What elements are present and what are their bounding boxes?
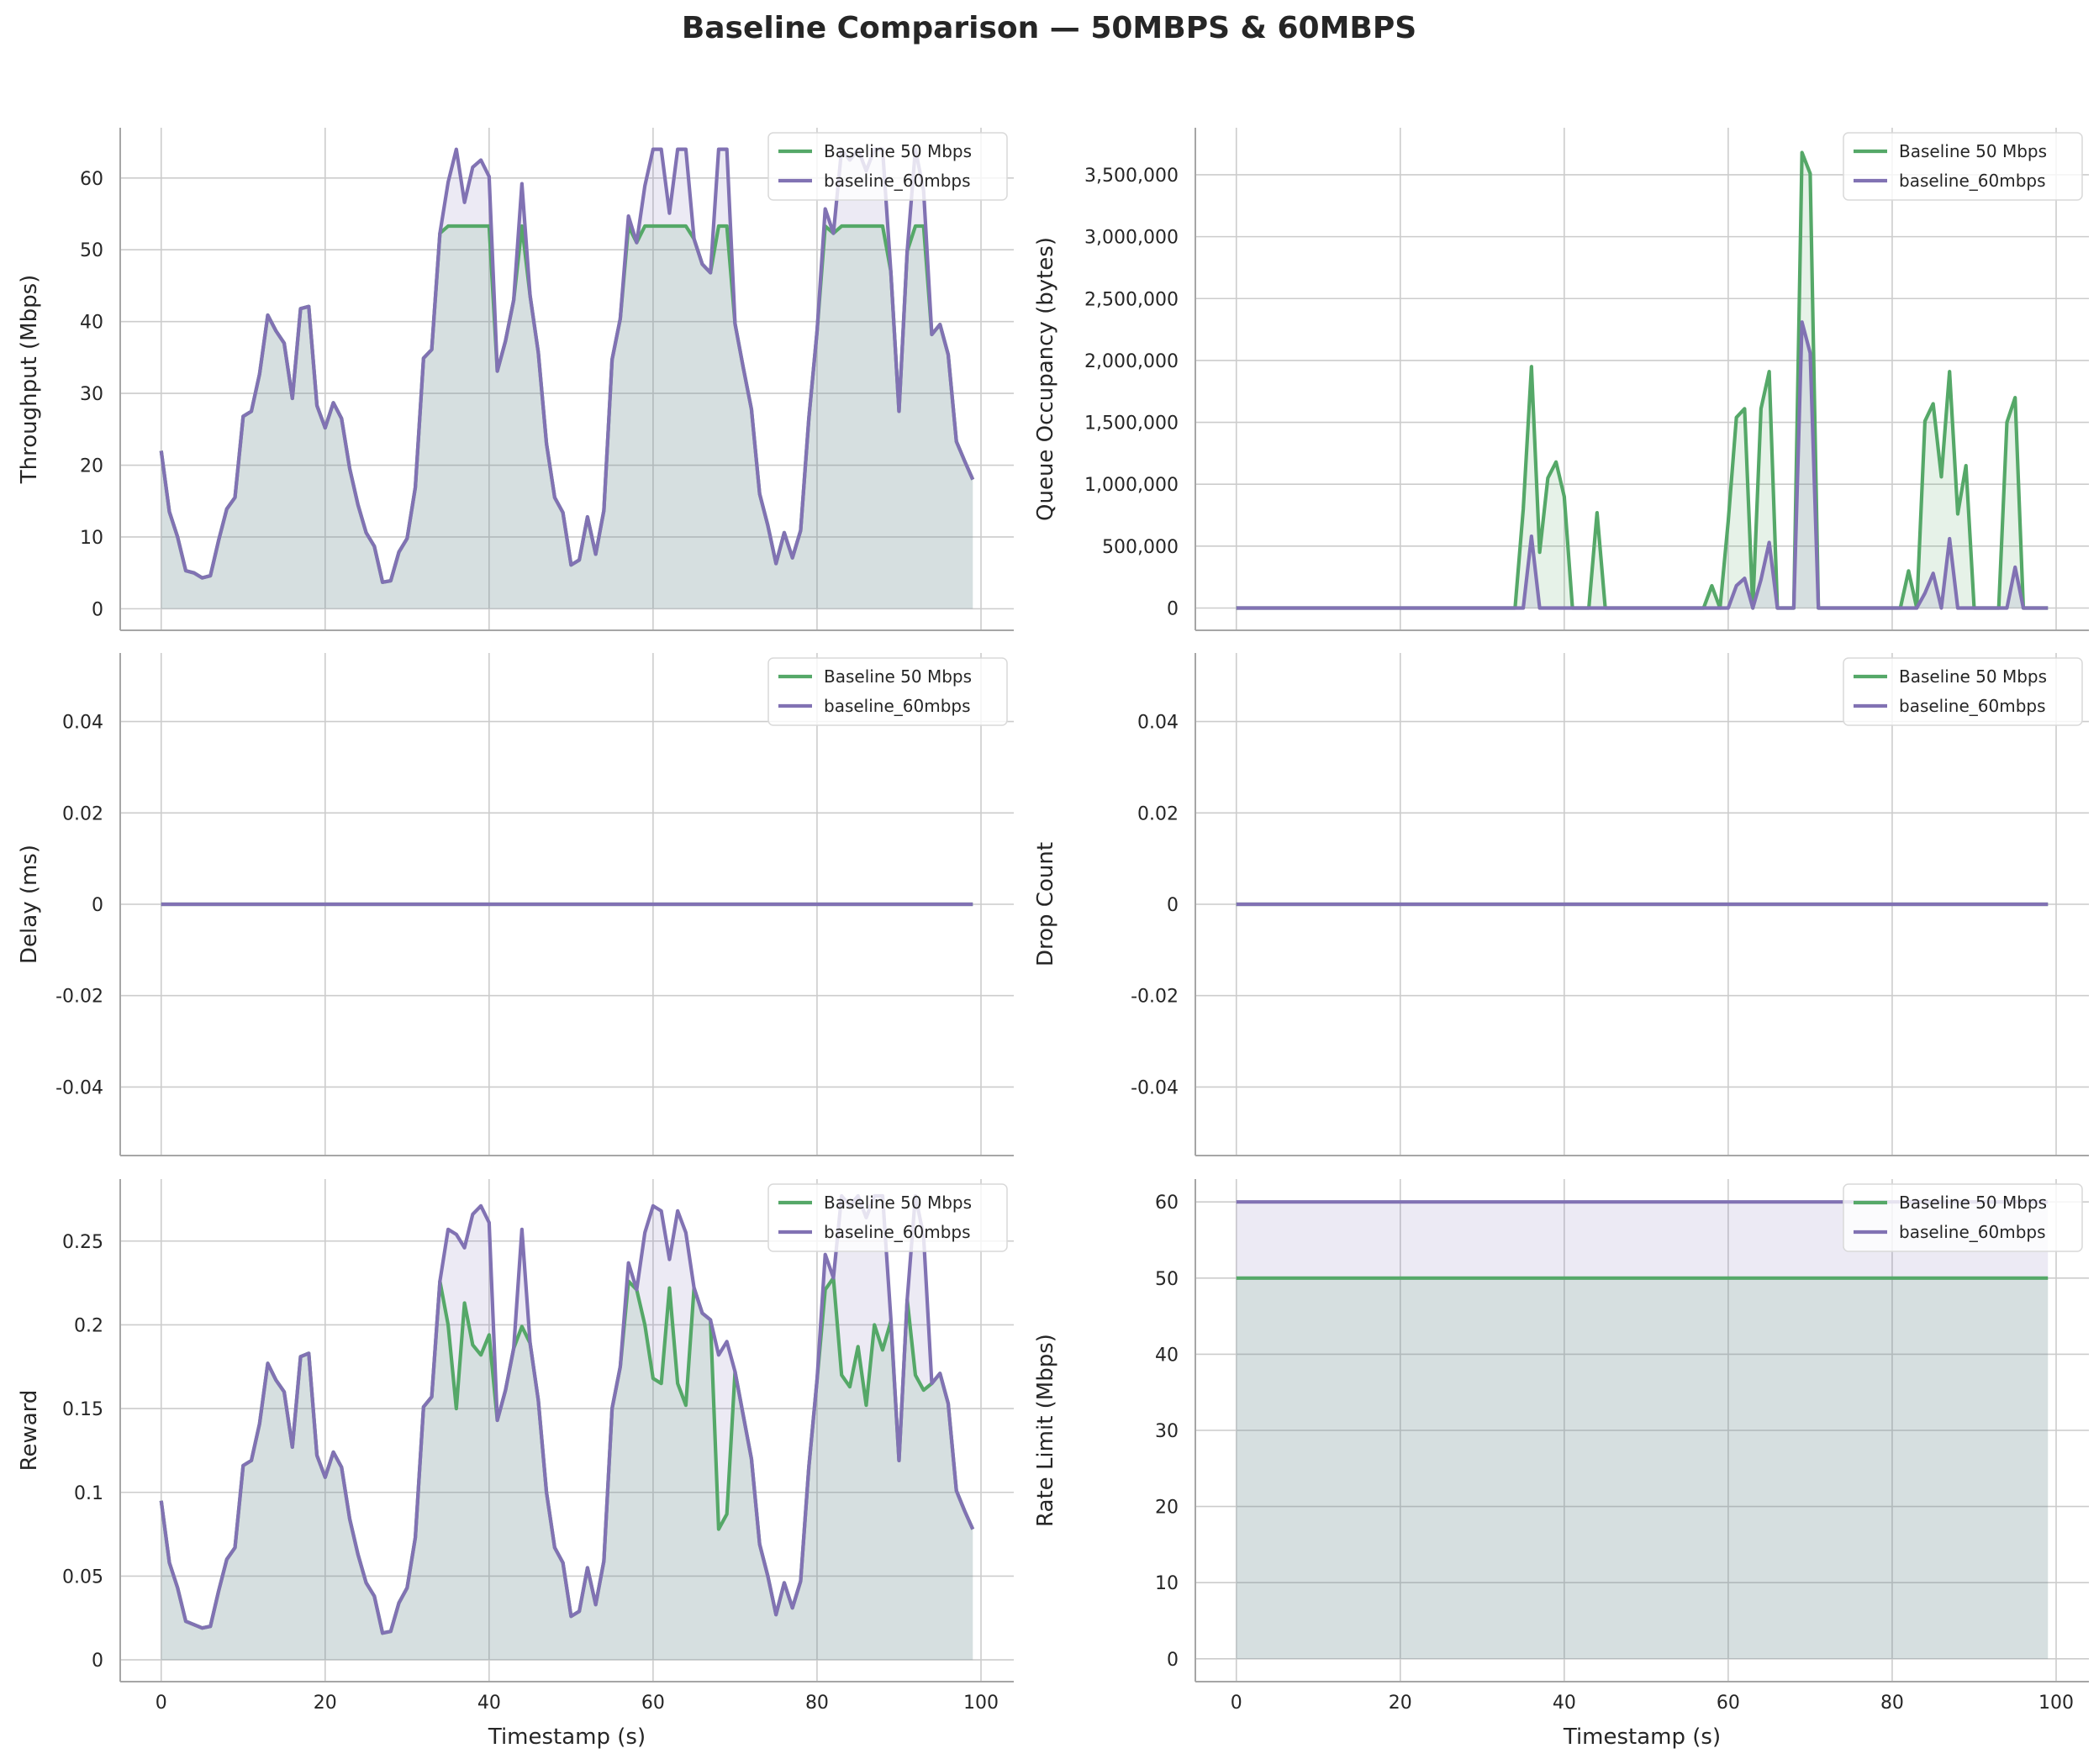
legend-label: Baseline 50 Mbps (1899, 666, 2047, 687)
y-tick-label: 0 (1167, 895, 1179, 916)
y-tick-label: 20 (80, 456, 103, 477)
y-tick-label: 3,500,000 (1084, 166, 1179, 187)
y-tick-label: 0.25 (62, 1232, 103, 1253)
legend-label: baseline_60mbps (1899, 171, 2046, 191)
x-tick-label: 40 (477, 1693, 501, 1714)
y-tick-label: 0 (92, 599, 103, 620)
y-tick-label: 10 (1155, 1573, 1179, 1594)
legend-label: baseline_60mbps (824, 171, 971, 191)
legend-label: Baseline 50 Mbps (824, 141, 972, 161)
legend-box (1843, 132, 2083, 201)
legend-label: baseline_60mbps (824, 696, 971, 716)
subplot-reward: 0 0.05 0.1 0.15 0.2 0.25 0 20 40 60 80 100 Reward Tim… (17, 1179, 1014, 1750)
y-tick-label: 0.02 (1137, 803, 1179, 824)
y-axis-label: Queue Occupancy (bytes) (1033, 237, 1058, 521)
series-line (1236, 320, 2049, 610)
y-tick-label: 10 (80, 528, 103, 549)
x-tick-label: 80 (805, 1693, 829, 1714)
y-tick-label: 0.15 (62, 1399, 103, 1420)
legend: Baseline 50 Mbps baseline_60mbps (767, 1183, 1008, 1252)
subplot-queue-occupancy: 0 500,000 1,000,000 1,500,000 2,000,000 2,500… (1033, 128, 2089, 631)
legend: Baseline 50 Mbps baseline_60mbps (767, 657, 1008, 726)
x-tick-label: 20 (1389, 1693, 1412, 1714)
legend-label: Baseline 50 Mbps (1899, 1193, 2047, 1213)
y-tick-label: 0.04 (1137, 713, 1179, 734)
legend-label: Baseline 50 Mbps (1899, 141, 2047, 161)
y-tick-label: -0.04 (1131, 1077, 1179, 1098)
legend: Baseline 50 Mbps baseline_60mbps (1843, 132, 2083, 201)
series-area-fill (161, 1195, 973, 1661)
y-tick-label: 0.05 (62, 1567, 103, 1588)
x-tick-label: 60 (641, 1693, 665, 1714)
legend-label: baseline_60mbps (824, 1222, 971, 1242)
y-axis-label: Rate Limit (Mbps) (1033, 1334, 1058, 1527)
y-tick-label: 0.1 (74, 1483, 103, 1504)
x-axis-label: Timestamp (s) (488, 1725, 646, 1750)
legend: Baseline 50 Mbps baseline_60mbps (1843, 1183, 2083, 1252)
y-tick-label: 1,500,000 (1084, 413, 1179, 434)
legend-label: baseline_60mbps (1899, 696, 2046, 716)
y-tick-label: 20 (1155, 1498, 1179, 1519)
series-area-fill (1236, 152, 2049, 608)
y-axis-label: Throughput (Mbps) (17, 275, 42, 485)
series-area-fill (161, 149, 973, 609)
x-tick-label: 60 (1717, 1693, 1740, 1714)
x-tick-label: 20 (314, 1693, 337, 1714)
legend: Baseline 50 Mbps baseline_60mbps (1843, 657, 2083, 726)
y-tick-label: 2,500,000 (1084, 289, 1179, 310)
legend-box (767, 657, 1008, 726)
y-axis-label: Delay (ms) (17, 845, 42, 964)
y-tick-label: 40 (1155, 1345, 1179, 1366)
legend-box (767, 132, 1008, 201)
y-tick-label: 50 (1155, 1269, 1179, 1290)
legend-label: Baseline 50 Mbps (824, 666, 972, 687)
x-tick-label: 40 (1553, 1693, 1576, 1714)
y-tick-label: 40 (80, 313, 103, 334)
y-tick-label: -0.02 (1131, 987, 1179, 1008)
y-tick-label: -0.04 (55, 1077, 103, 1098)
subplot-throughput: 0 10 20 30 40 50 60 Throughput (Mbps) Baseline 5… (17, 128, 1014, 631)
y-tick-label: 1,000,000 (1084, 475, 1179, 496)
gridlines (120, 1179, 1014, 1682)
y-tick-label: 30 (1155, 1421, 1179, 1442)
y-tick-label: 0.02 (62, 803, 103, 824)
legend-box (1843, 1183, 2083, 1252)
legend-box (767, 1183, 1008, 1252)
y-tick-label: 500,000 (1102, 537, 1179, 558)
y-tick-label: 0.04 (62, 713, 103, 734)
legend-label: Baseline 50 Mbps (824, 1193, 972, 1213)
figure-title: Baseline Comparison — 50MBPS & 60MBPS (682, 11, 1416, 45)
series-area-fill (1236, 1202, 2049, 1659)
y-tick-label: 0.2 (74, 1315, 103, 1336)
subplot-rate-limit: 0 10 20 30 40 50 60 0 20 40 60 80 100 Rate Limit (Mbp… (1033, 1179, 2089, 1750)
y-tick-label: 60 (80, 169, 103, 190)
x-tick-label: 80 (1880, 1693, 1904, 1714)
x-axis-label: Timestamp (s) (1563, 1725, 1721, 1750)
legend-box (1843, 657, 2083, 726)
subplot-delay: -0.04 -0.02 0 0.02 0.04 Delay (ms) Baseline 50… (17, 653, 1014, 1156)
y-tick-label: 60 (1155, 1193, 1179, 1214)
y-axis-label: Reward (17, 1390, 42, 1472)
x-tick-label: 0 (156, 1693, 167, 1714)
y-axis-label: Drop Count (1033, 842, 1058, 966)
x-tick-label: 100 (963, 1693, 999, 1714)
y-tick-label: 3,000,000 (1084, 228, 1179, 249)
y-tick-label: 30 (80, 384, 103, 405)
legend: Baseline 50 Mbps baseline_60mbps (767, 132, 1008, 201)
series-area-fill (1236, 1277, 2049, 1659)
y-tick-label: -0.02 (55, 987, 103, 1008)
subplot-drop-count: -0.04 -0.02 0 0.02 0.04 Drop Count Baseline 50… (1033, 653, 2089, 1156)
legend-label: baseline_60mbps (1899, 1222, 2046, 1242)
y-tick-label: 0 (92, 895, 103, 916)
y-tick-label: 0 (1167, 598, 1179, 619)
y-tick-label: 50 (80, 240, 103, 261)
x-tick-label: 100 (2038, 1693, 2074, 1714)
y-tick-label: 0 (92, 1651, 103, 1672)
y-tick-label: 0 (1167, 1650, 1179, 1671)
x-tick-label: 0 (1231, 1693, 1242, 1714)
y-tick-label: 2,000,000 (1084, 351, 1179, 372)
